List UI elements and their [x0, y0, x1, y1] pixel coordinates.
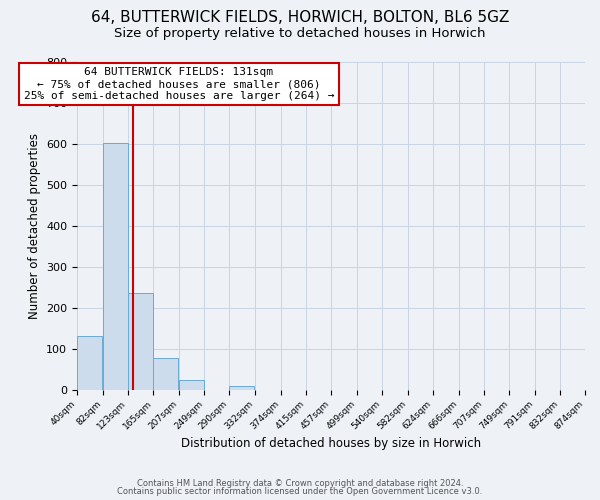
Text: 64 BUTTERWICK FIELDS: 131sqm
← 75% of detached houses are smaller (806)
25% of s: 64 BUTTERWICK FIELDS: 131sqm ← 75% of de… [23, 68, 334, 100]
Text: Size of property relative to detached houses in Horwich: Size of property relative to detached ho… [114, 28, 486, 40]
Text: Contains public sector information licensed under the Open Government Licence v3: Contains public sector information licen… [118, 487, 482, 496]
Bar [128, 293, 152, 390]
Y-axis label: Number of detached properties: Number of detached properties [28, 132, 41, 318]
Bar [179, 380, 204, 390]
Bar [103, 143, 128, 390]
X-axis label: Distribution of detached houses by size in Horwich: Distribution of detached houses by size … [181, 437, 481, 450]
Bar [77, 336, 102, 390]
Text: 64, BUTTERWICK FIELDS, HORWICH, BOLTON, BL6 5GZ: 64, BUTTERWICK FIELDS, HORWICH, BOLTON, … [91, 10, 509, 25]
Text: Contains HM Land Registry data © Crown copyright and database right 2024.: Contains HM Land Registry data © Crown c… [137, 478, 463, 488]
Bar [153, 358, 178, 390]
Bar [229, 386, 254, 390]
